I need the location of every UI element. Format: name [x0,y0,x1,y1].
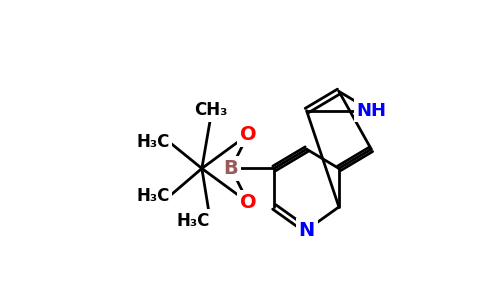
Text: NH: NH [356,102,386,120]
Text: H₃C: H₃C [136,187,169,205]
Text: O: O [240,125,257,144]
Text: H₃C: H₃C [136,133,169,151]
Text: N: N [299,220,315,239]
Text: B: B [224,159,239,178]
Text: H₃C: H₃C [177,212,211,230]
Text: O: O [240,193,257,212]
Text: CH₃: CH₃ [194,101,227,119]
